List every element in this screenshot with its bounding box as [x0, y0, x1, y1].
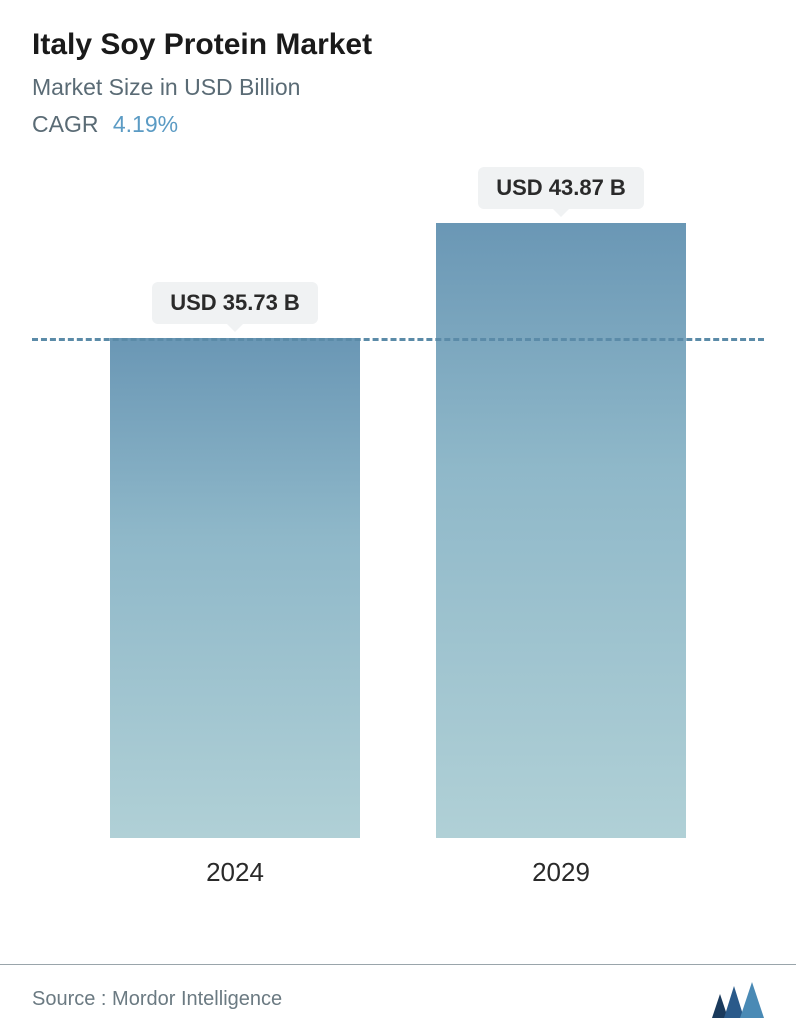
bar-group-2029: USD 43.87 B: [436, 167, 686, 838]
bar-2024: [110, 338, 360, 838]
chart-subtitle: Market Size in USD Billion: [32, 74, 764, 101]
chart-title: Italy Soy Protein Market: [32, 28, 764, 62]
x-label-2029: 2029: [436, 857, 686, 888]
cagr-label: CAGR: [32, 111, 98, 137]
x-axis-labels: 2024 2029: [32, 857, 764, 888]
value-label-2029: USD 43.87 B: [478, 167, 644, 209]
bar-2029: [436, 223, 686, 838]
source-text: Source : Mordor Intelligence: [32, 988, 282, 1011]
chart-area: USD 35.73 B USD 43.87 B 2024 2029: [32, 198, 764, 898]
bars-wrapper: USD 35.73 B USD 43.87 B: [32, 198, 764, 838]
value-label-2024: USD 35.73 B: [152, 282, 318, 324]
cagr-value: 4.19%: [113, 111, 178, 137]
chart-container: Italy Soy Protein Market Market Size in …: [0, 0, 796, 1034]
footer: Source : Mordor Intelligence: [0, 964, 796, 1034]
cagr-row: CAGR 4.19%: [32, 111, 764, 138]
reference-line: [32, 338, 764, 341]
mordor-logo-icon: [712, 982, 764, 1018]
bar-group-2024: USD 35.73 B: [110, 282, 360, 838]
x-label-2024: 2024: [110, 857, 360, 888]
